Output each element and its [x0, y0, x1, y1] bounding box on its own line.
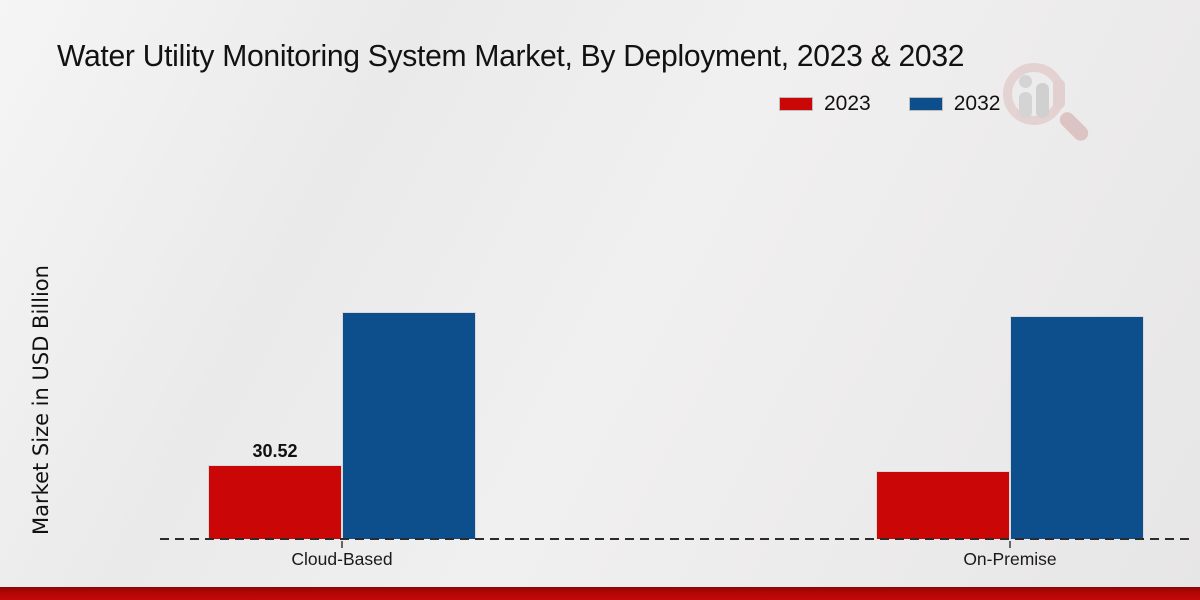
- logo-bar-icon: [1019, 92, 1032, 118]
- x-axis-category-label: Cloud-Based: [291, 549, 393, 569]
- x-axis-category-label: On-Premise: [963, 549, 1057, 569]
- bar-on-premise-2032: [1010, 316, 1144, 539]
- legend-item-2032: 2032: [908, 92, 1001, 116]
- logo-bar-icon: [1036, 83, 1049, 118]
- legend-item-2023: 2023: [779, 92, 871, 116]
- bar-on-premise-2023: [876, 471, 1010, 539]
- legend-label-2023: 2023: [824, 92, 871, 115]
- bar-cloud-based-2023: [208, 465, 342, 539]
- legend: 2023 2032: [779, 92, 1000, 116]
- legend-label-2032: 2032: [953, 92, 1001, 115]
- bottom-stripe: [0, 587, 1200, 600]
- y-axis-label: Market Size in USD Billion: [29, 265, 53, 535]
- magnifier-handle-icon: [1056, 109, 1092, 144]
- x-axis-tick: [341, 541, 343, 548]
- logo-watermark: [995, 55, 1095, 155]
- bar-cloud-based-2032: [342, 312, 476, 539]
- legend-swatch-2023: [779, 97, 813, 111]
- legend-swatch-2032: [908, 97, 943, 111]
- plot-area: 30.52 Cloud-Based On-Premise: [160, 312, 1192, 569]
- x-axis-line: [160, 538, 1192, 540]
- x-axis-tick: [1009, 541, 1011, 548]
- bar-value-label: 30.52: [252, 441, 298, 461]
- chart-title: Water Utility Monitoring System Market, …: [57, 38, 965, 73]
- logo-bar-icon: [1053, 79, 1065, 109]
- logo-dot-icon: [1019, 75, 1032, 88]
